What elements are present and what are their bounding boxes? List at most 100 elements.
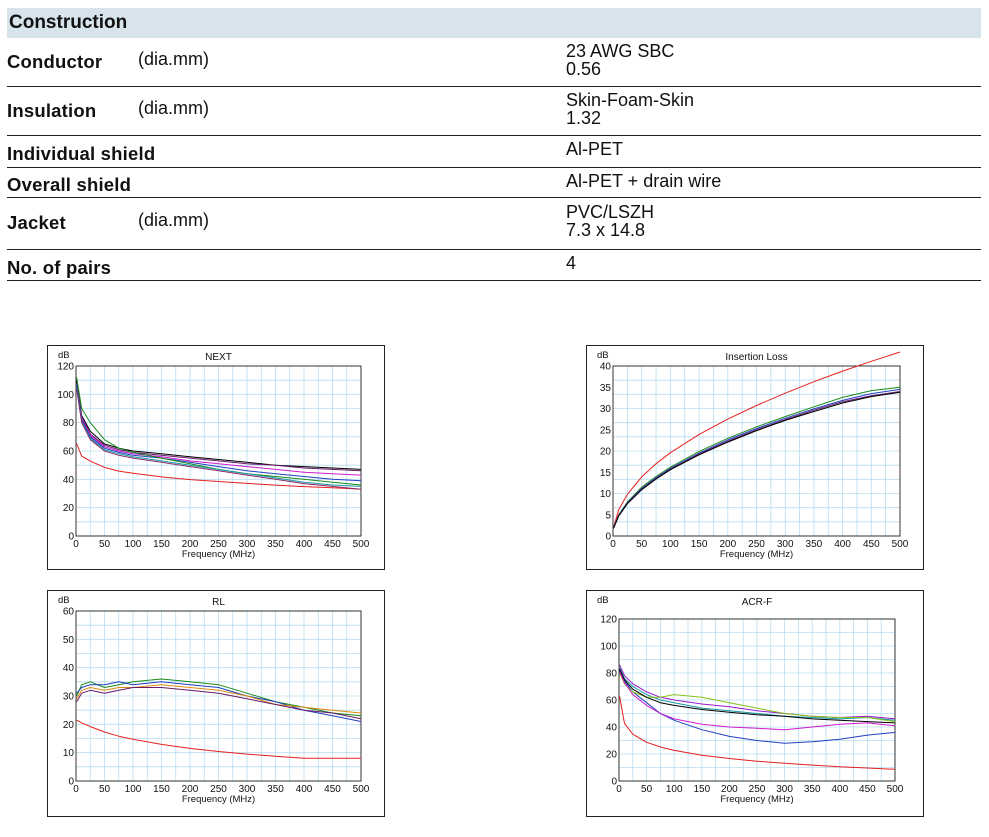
series-line [619,672,896,723]
series-line [76,388,362,490]
x-tick-label: 300 [776,784,793,795]
y-tick-label: 80 [63,418,75,429]
x-tick-label: 250 [749,784,766,795]
x-axis-label: Frequency (MHz) [720,794,793,805]
spec-value: Al-PET + drain wire [566,172,721,190]
plot-frame [612,365,901,537]
series-line [619,671,896,731]
construction-header: Construction [7,8,981,38]
y-tick-label: 40 [600,362,612,373]
x-tick-label: 450 [859,784,876,795]
spec-label: Insulation [7,100,97,121]
series-line [76,385,362,476]
series-line [76,384,362,482]
spec-value-line: 4 [566,253,577,273]
next-chart-svg: 0 50 100 150 200 250 300 350 400 450 500 0 20 40 60 80 1… [57,350,370,560]
y-tick-label: 0 [605,532,611,543]
y-tick-label: 5 [605,510,611,521]
y-tick-label: 40 [63,663,75,674]
y-tick-label: 50 [63,635,75,646]
y-tick-label: 60 [63,447,75,458]
series-line [76,387,362,487]
y-tick-label: 60 [606,696,618,707]
insertion-loss-chart: 0 50 100 150 200 250 300 350 400 450 500 0 5 10 15 20 25… [586,345,924,570]
series-line [76,687,362,720]
acr-f-chart-svg: 0 50 100 150 200 250 300 350 400 450 500 0 20 40 60 80 1… [597,595,904,805]
series-line [619,670,896,744]
x-axis-label: Frequency (MHz) [182,549,255,560]
y-tick-label: 40 [63,475,75,486]
spec-value: Skin-Foam-Skin 1.32 [566,91,694,127]
y-tick-label: 10 [63,748,75,759]
acr-f-chart: 0 50 100 150 200 250 300 350 400 450 500 0 20 40 60 80 1… [586,590,924,817]
x-tick-label: 50 [641,784,653,795]
spec-value-line: PVC/LSZH [566,202,655,222]
x-tick-label: 200 [721,784,738,795]
y-axis-label: dB [58,350,70,361]
x-tick-label: 450 [324,539,341,550]
y-tick-label: 25 [600,425,612,436]
x-tick-label: 300 [239,539,256,550]
x-tick-label: 200 [182,784,199,795]
x-tick-label: 150 [153,784,170,795]
spec-row-pairs: No. of pairs 4 [7,250,981,281]
series-line [76,380,362,470]
x-tick-label: 400 [834,539,851,550]
y-tick-label: 0 [68,777,74,788]
series-line [613,386,901,528]
spec-value-line: 1.32 [566,108,602,128]
x-tick-label: 250 [210,784,227,795]
x-tick-label: 200 [182,539,199,550]
x-tick-label: 0 [73,539,79,550]
series-line [613,351,901,528]
x-tick-label: 150 [153,539,170,550]
x-tick-label: 50 [99,539,111,550]
x-tick-label: 0 [610,539,616,550]
y-tick-label: 20 [63,503,75,514]
spec-label: Individual shield [7,143,156,164]
y-axis-label: dB [58,595,70,606]
spec-value-line: 7.3 x 14.8 [566,220,646,240]
x-tick-label: 350 [806,539,823,550]
x-tick-label: 400 [831,784,848,795]
series-line [76,377,362,486]
next-chart: 0 50 100 150 200 250 300 350 400 450 500 0 20 40 60 80 1… [47,345,385,570]
chart-title: Insertion Loss [725,352,787,363]
y-axis-label: dB [597,595,609,606]
x-tick-label: 400 [296,784,313,795]
x-tick-label: 100 [125,784,142,795]
y-tick-label: 10 [600,489,612,500]
y-tick-label: 40 [606,723,618,734]
series-line [619,696,896,770]
y-tick-label: 20 [63,720,75,731]
spec-value-line: 23 AWG SBC [566,41,675,61]
x-tick-label: 150 [693,784,710,795]
x-tick-label: 350 [267,539,284,550]
y-tick-label: 30 [63,692,75,703]
x-tick-label: 500 [353,539,370,550]
series-line [76,719,361,759]
spec-value-line: Skin-Foam-Skin [566,90,695,110]
y-tick-label: 30 [600,404,612,415]
x-tick-label: 250 [210,539,227,550]
plot-frame [618,618,896,782]
spec-row-insulation: Insulation (dia.mm) Skin-Foam-Skin 1.32 [7,87,981,136]
x-tick-label: 100 [666,784,683,795]
x-tick-label: 300 [777,539,794,550]
y-tick-label: 100 [600,642,617,653]
x-tick-label: 450 [863,539,880,550]
plot-frame [75,365,362,537]
x-axis-label: Frequency (MHz) [182,794,255,805]
spec-label: Overall shield [7,174,132,195]
spec-label: Jacket [7,212,66,233]
x-tick-label: 0 [73,784,79,795]
spec-value: Al-PET [566,140,623,158]
y-tick-label: 60 [63,607,75,618]
x-axis-label: Frequency (MHz) [720,549,793,560]
series-line [619,668,896,724]
x-tick-label: 300 [239,784,256,795]
x-tick-label: 500 [892,539,909,550]
y-tick-label: 20 [600,447,612,458]
y-tick-label: 80 [606,669,618,680]
insertion-loss-chart-svg: 0 50 100 150 200 250 300 350 400 450 500 0 5 10 15 20 25… [597,350,909,560]
